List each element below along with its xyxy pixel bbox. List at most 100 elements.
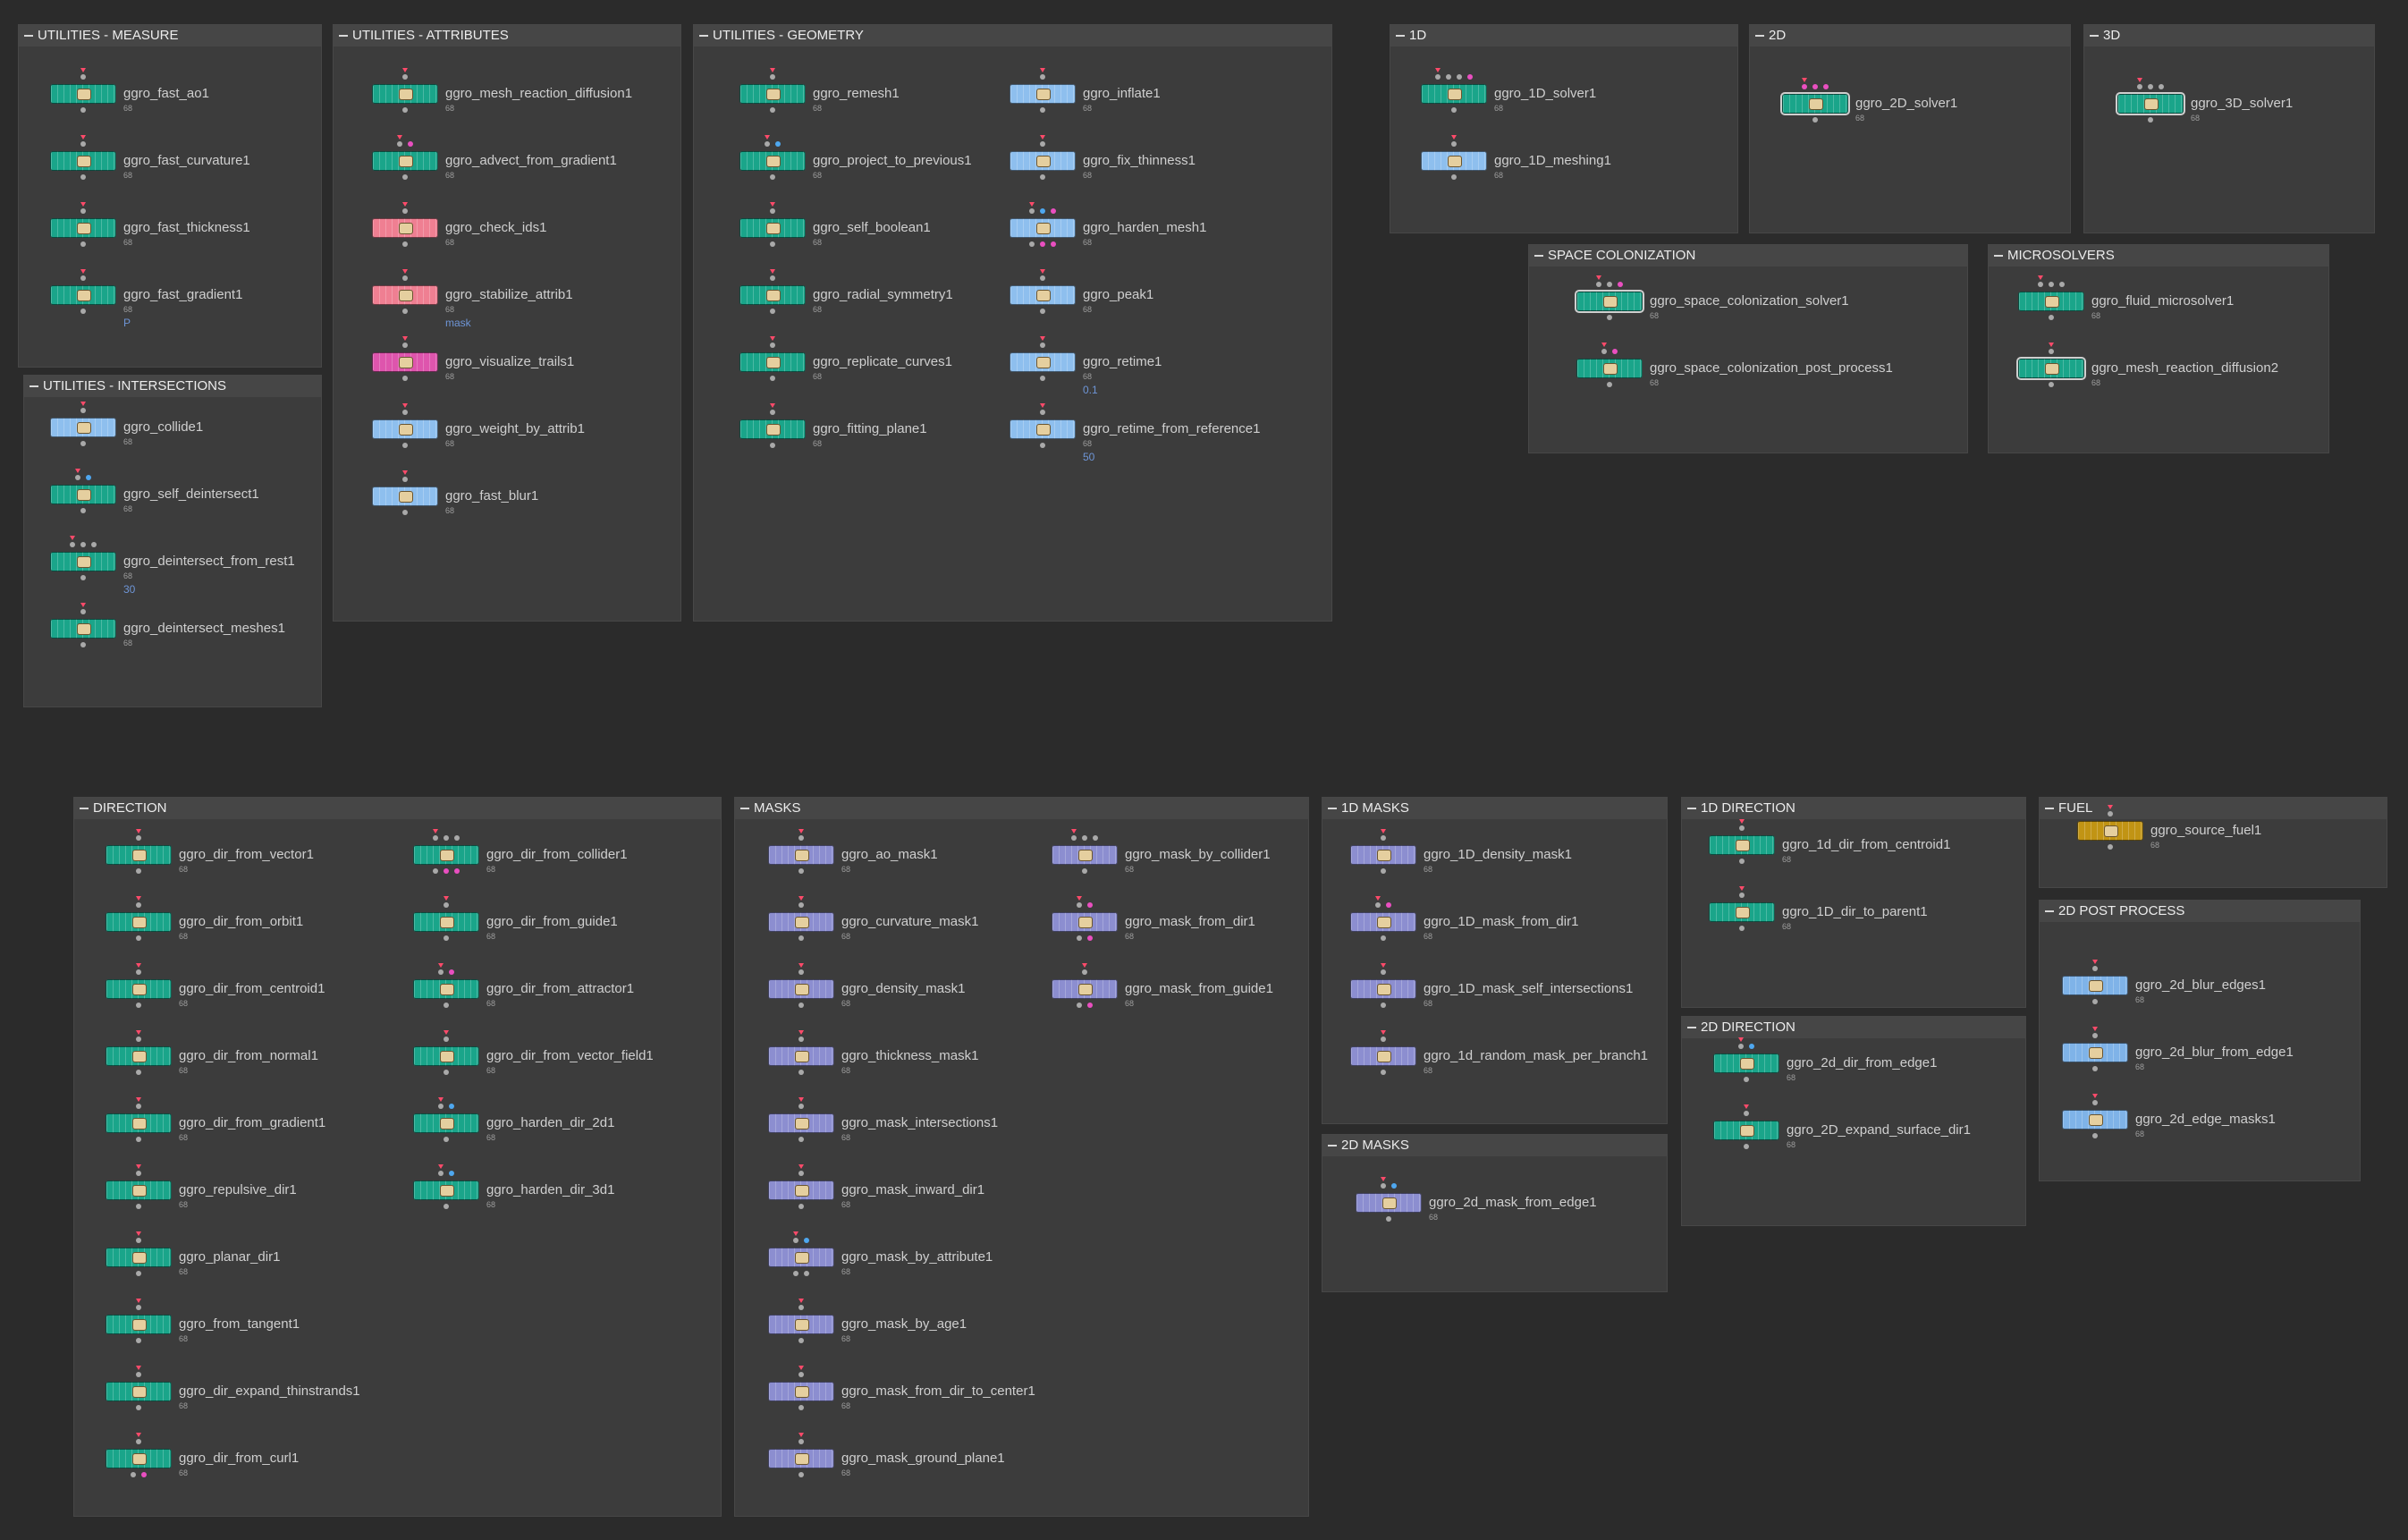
input-connector[interactable] [770, 410, 775, 415]
node-ggro-replicate-curves1[interactable]: ggro_replicate_curves1 68 [739, 336, 1328, 391]
node-label[interactable]: ggro_1D_dir_to_parent1 [1782, 904, 1928, 919]
node-label[interactable]: ggro_1D_mask_from_dir1 [1424, 914, 1579, 929]
output-connector[interactable] [1607, 382, 1612, 387]
node-tile[interactable] [1010, 218, 1076, 238]
output-connector[interactable] [402, 174, 408, 180]
node-tile[interactable] [372, 352, 438, 372]
node-tile[interactable] [1350, 845, 1416, 865]
input-connector[interactable] [1381, 835, 1386, 841]
collapse-icon[interactable] [1396, 35, 1405, 38]
network-box-header[interactable]: UTILITIES - MEASURE [19, 25, 321, 47]
network-box-utilities-attributes[interactable]: UTILITIES - ATTRIBUTES ggro_mesh_reaction… [333, 24, 681, 622]
input-connector[interactable] [1739, 893, 1745, 898]
output-connector[interactable] [2092, 999, 2098, 1004]
node-tile[interactable] [2018, 359, 2084, 378]
network-box-header[interactable]: UTILITIES - INTERSECTIONS [24, 376, 321, 397]
node-label[interactable]: ggro_space_colonization_post_process1 [1650, 360, 1893, 376]
node-ggro-mask-by-age1[interactable]: ggro_mask_by_age1 68 [768, 1299, 1305, 1353]
output-connector[interactable] [1451, 174, 1457, 180]
output-connector[interactable] [1744, 1144, 1749, 1149]
node-tile[interactable] [2062, 976, 2128, 995]
node-tile[interactable] [1052, 979, 1118, 999]
output-connector[interactable] [2049, 315, 2054, 320]
node-label[interactable]: ggro_dir_from_curl1 [179, 1451, 300, 1466]
node-ggro-project-to-previous1[interactable]: ggro_project_to_previous1 68 [739, 135, 1328, 190]
output-connector[interactable] [2092, 1133, 2098, 1138]
node-label[interactable]: ggro_mask_from_dir1 [1125, 914, 1255, 929]
node-label[interactable]: ggro_2D_solver1 [1855, 96, 1958, 111]
output-connector[interactable] [2148, 117, 2153, 123]
output-connector[interactable] [80, 174, 86, 180]
input-connector[interactable] [402, 410, 408, 415]
node-tile[interactable] [1010, 84, 1076, 104]
node-ggro-mask-inward-dir1[interactable]: ggro_mask_inward_dir1 68 [768, 1164, 1305, 1219]
output-connector[interactable] [1739, 859, 1745, 864]
output-connector[interactable] [1087, 935, 1093, 941]
input-connector[interactable] [136, 1104, 141, 1109]
node-ggro-density-mask1[interactable]: ggro_density_mask1 68 [768, 963, 1305, 1018]
node-ggro-2d-expand-surface-dir1[interactable]: ggro_2D_expand_surface_dir1 68 [1713, 1104, 2022, 1159]
node-ggro-1d-random-mask-per-branch1[interactable]: ggro_1d_random_mask_per_branch1 68 [1350, 1030, 1663, 1085]
node-label[interactable]: ggro_harden_dir_2d1 [486, 1115, 615, 1130]
node-label[interactable]: ggro_mask_from_dir_to_center1 [841, 1383, 1035, 1399]
network-box-header[interactable]: 1D DIRECTION [1682, 798, 2025, 819]
node-tile[interactable] [50, 151, 116, 171]
node-ggro-space-colonization-post-process1[interactable]: ggro_space_colonization_post_process1 68 [1576, 343, 1964, 397]
collapse-icon[interactable] [2045, 910, 2054, 913]
output-connector[interactable] [1082, 868, 1087, 874]
network-box-header[interactable]: 1D [1390, 25, 1737, 47]
node-label[interactable]: ggro_mask_ground_plane1 [841, 1451, 1005, 1466]
output-connector[interactable] [1744, 1077, 1749, 1082]
network-box-microsolvers[interactable]: MICROSOLVERS ggro_fluid_microsolver1 68 ggr… [1988, 244, 2329, 453]
input-connector[interactable] [1071, 835, 1077, 841]
input-connector[interactable] [2092, 1100, 2098, 1105]
output-connector[interactable] [793, 1271, 798, 1276]
node-label[interactable]: ggro_remesh1 [813, 86, 900, 101]
node-ggro-weight-by-attrib1[interactable]: ggro_weight_by_attrib1 68 [372, 403, 677, 458]
node-label[interactable]: ggro_2d_blur_edges1 [2135, 977, 2266, 993]
node-label[interactable]: ggro_source_fuel1 [2150, 823, 2262, 838]
node-ggro-dir-from-normal1[interactable]: ggro_dir_from_normal1 68 [106, 1030, 717, 1085]
node-tile[interactable] [372, 84, 438, 104]
input-connector[interactable] [75, 475, 80, 480]
input-connector[interactable] [402, 74, 408, 80]
node-label[interactable]: ggro_dir_from_attractor1 [486, 981, 635, 996]
node-label[interactable]: ggro_mask_inward_dir1 [841, 1182, 985, 1197]
network-box-direction[interactable]: DIRECTION ggro_dir_from_vector1 68 ggro_dir… [73, 797, 722, 1517]
input-connector[interactable] [1451, 141, 1457, 147]
node-tile[interactable] [739, 218, 806, 238]
input-connector[interactable] [1812, 84, 1818, 89]
input-connector[interactable] [80, 141, 86, 147]
network-box-masks[interactable]: MASKS ggro_ao_mask1 68 ggro_curvature_mask1… [734, 797, 1309, 1517]
output-connector[interactable] [1077, 1003, 1082, 1008]
node-tile[interactable] [106, 1449, 172, 1468]
input-connector[interactable] [793, 1238, 798, 1243]
output-connector[interactable] [80, 107, 86, 113]
node-tile[interactable] [739, 285, 806, 305]
node-ggro-fast-ao1[interactable]: ggro_fast_ao1 68 [50, 68, 317, 123]
network-box-header[interactable]: UTILITIES - GEOMETRY [694, 25, 1331, 47]
output-connector[interactable] [444, 1070, 449, 1075]
node-label[interactable]: ggro_deintersect_meshes1 [123, 621, 285, 636]
node-label[interactable]: ggro_dir_from_collider1 [486, 847, 628, 862]
node-label[interactable]: ggro_advect_from_gradient1 [445, 153, 617, 168]
node-ggro-fast-blur1[interactable]: ggro_fast_blur1 68 [372, 470, 677, 525]
node-label[interactable]: ggro_fix_thinness1 [1083, 153, 1196, 168]
node-label[interactable]: ggro_2d_edge_masks1 [2135, 1112, 2276, 1127]
node-ggro-radial-symmetry1[interactable]: ggro_radial_symmetry1 68 [739, 269, 1328, 324]
node-tile[interactable] [768, 979, 834, 999]
node-tile[interactable] [739, 151, 806, 171]
output-connector[interactable] [1607, 315, 1612, 320]
node-tile[interactable] [1713, 1121, 1779, 1140]
input-connector[interactable] [86, 475, 91, 480]
node-ggro-mask-by-attribute1[interactable]: ggro_mask_by_attribute1 68 [768, 1231, 1305, 1286]
output-connector[interactable] [1451, 107, 1457, 113]
input-connector[interactable] [798, 1439, 804, 1444]
node-tile[interactable] [1709, 902, 1775, 922]
node-tile[interactable] [413, 1113, 479, 1133]
node-tile[interactable] [1010, 419, 1076, 439]
output-connector[interactable] [1381, 868, 1386, 874]
node-label[interactable]: ggro_density_mask1 [841, 981, 966, 996]
node-tile[interactable] [768, 1046, 834, 1066]
node-ggro-ao-mask1[interactable]: ggro_ao_mask1 68 [768, 829, 1305, 884]
